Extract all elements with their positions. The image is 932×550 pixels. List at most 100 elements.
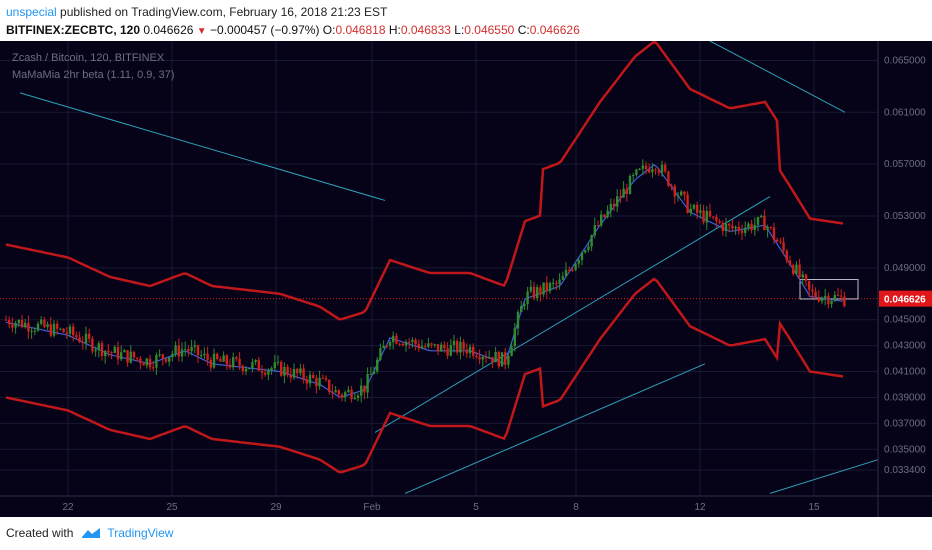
candle-body <box>337 390 340 395</box>
y-tick-label: 0.049000 <box>884 263 926 274</box>
candle-body <box>411 339 414 343</box>
candle-body <box>747 223 750 228</box>
candle-body <box>558 279 561 284</box>
close-value: 0.046626 <box>529 23 580 37</box>
candle-body <box>126 350 129 363</box>
price-chart[interactable]: 0.065000 0.061000 0.057000 0.053000 0.049000… <box>0 41 932 517</box>
candle-body <box>142 363 145 366</box>
candle-body <box>587 246 590 251</box>
candle-body <box>424 346 427 348</box>
candle-body <box>542 282 545 295</box>
price-change: −0.000457 (−0.97%) <box>210 23 320 37</box>
candle-body <box>238 358 241 366</box>
candle-body <box>750 223 753 231</box>
candle-body <box>382 345 385 349</box>
candle-body <box>491 356 494 363</box>
candle-body <box>286 366 289 375</box>
publish-info: unspecial published on TradingView.com, … <box>6 5 387 19</box>
candle-body <box>427 343 430 347</box>
candle-body <box>622 188 625 198</box>
candle-body <box>820 297 824 302</box>
candle-body <box>97 343 100 350</box>
candle-body <box>619 196 622 198</box>
candle-body <box>433 344 436 346</box>
candle-body <box>363 385 366 393</box>
candle-body <box>254 359 257 363</box>
candle-body <box>180 349 184 357</box>
candle-body <box>680 191 683 196</box>
down-arrow-icon: ▼ <box>196 26 207 37</box>
candle-body <box>628 176 632 195</box>
lower-band <box>5 277 844 474</box>
candle-body <box>737 226 740 231</box>
candle-body <box>651 169 654 173</box>
candle-body <box>398 343 401 345</box>
candle-body <box>468 346 472 354</box>
candle-body <box>379 348 382 360</box>
candle-body <box>139 358 142 364</box>
candle-body <box>376 359 379 372</box>
candle-body <box>267 370 270 375</box>
candle-body <box>494 351 497 363</box>
candle-body <box>788 260 792 266</box>
x-tick-label: 29 <box>270 502 282 513</box>
axes: 0.065000 0.061000 0.057000 0.053000 0.049000… <box>0 41 932 517</box>
candle-body <box>648 169 651 173</box>
candle-body <box>84 333 88 344</box>
candle-body <box>779 241 782 243</box>
candle-body <box>350 389 353 400</box>
candle-body <box>161 354 164 359</box>
trend-line <box>374 196 771 433</box>
candle-body <box>315 378 318 387</box>
upper-band <box>5 41 844 321</box>
candle-body <box>734 226 737 229</box>
candle-body <box>232 357 235 368</box>
y-tick-label: 0.061000 <box>884 107 926 118</box>
candle-body <box>212 353 216 368</box>
candle-body <box>91 338 94 352</box>
open-value: 0.046818 <box>335 23 386 37</box>
candle-body <box>596 225 600 227</box>
chart-area[interactable]: 0.065000 0.061000 0.057000 0.053000 0.049000… <box>0 41 932 517</box>
candle-body <box>641 165 644 169</box>
low-value: 0.046550 <box>464 23 515 37</box>
candle-body <box>369 373 372 375</box>
author-link[interactable]: unspecial <box>6 5 57 19</box>
candle-body <box>280 361 283 376</box>
candle-body <box>833 295 836 301</box>
quote-bar: BITFINEX:ZECBTC, 120 0.046626 ▼ −0.00045… <box>6 23 580 37</box>
candle-body <box>705 210 708 223</box>
candle-body <box>836 295 840 297</box>
candle-body <box>436 344 440 352</box>
candle-body <box>532 286 536 299</box>
candle-body <box>385 345 388 347</box>
candle-body <box>446 348 449 356</box>
candle-body <box>785 250 788 261</box>
last-price: 0.046626 <box>143 23 194 37</box>
candle-body <box>46 324 49 328</box>
candle-body <box>318 377 321 387</box>
candle-body <box>728 223 731 226</box>
y-tick-label: 0.045000 <box>884 315 926 326</box>
indicator-label: MaMaMia 2hr beta (1.11, 0.9, 37) <box>12 69 174 81</box>
tradingview-logo-icon <box>82 528 101 538</box>
candle-body <box>561 276 564 280</box>
tradingview-brand[interactable]: TradingView <box>107 526 174 540</box>
candle-body <box>731 225 734 229</box>
trend-line <box>404 363 706 494</box>
candle-body <box>251 362 254 369</box>
candle-body <box>216 353 219 360</box>
candle-body <box>56 323 59 329</box>
candle-body <box>568 269 571 271</box>
x-tick-label: 15 <box>808 502 820 513</box>
candle-body <box>328 379 331 392</box>
footer: Created with TradingView <box>6 526 173 540</box>
chart-title: Zcash / Bitcoin, 120, BITFINEX <box>12 52 165 64</box>
y-tick-label: 0.037000 <box>884 418 926 429</box>
candle-body <box>158 354 161 356</box>
trend-line <box>769 459 879 494</box>
candle-body <box>72 326 75 336</box>
candle-body <box>331 391 334 393</box>
candle-body <box>248 368 251 370</box>
candle-body <box>372 371 376 374</box>
